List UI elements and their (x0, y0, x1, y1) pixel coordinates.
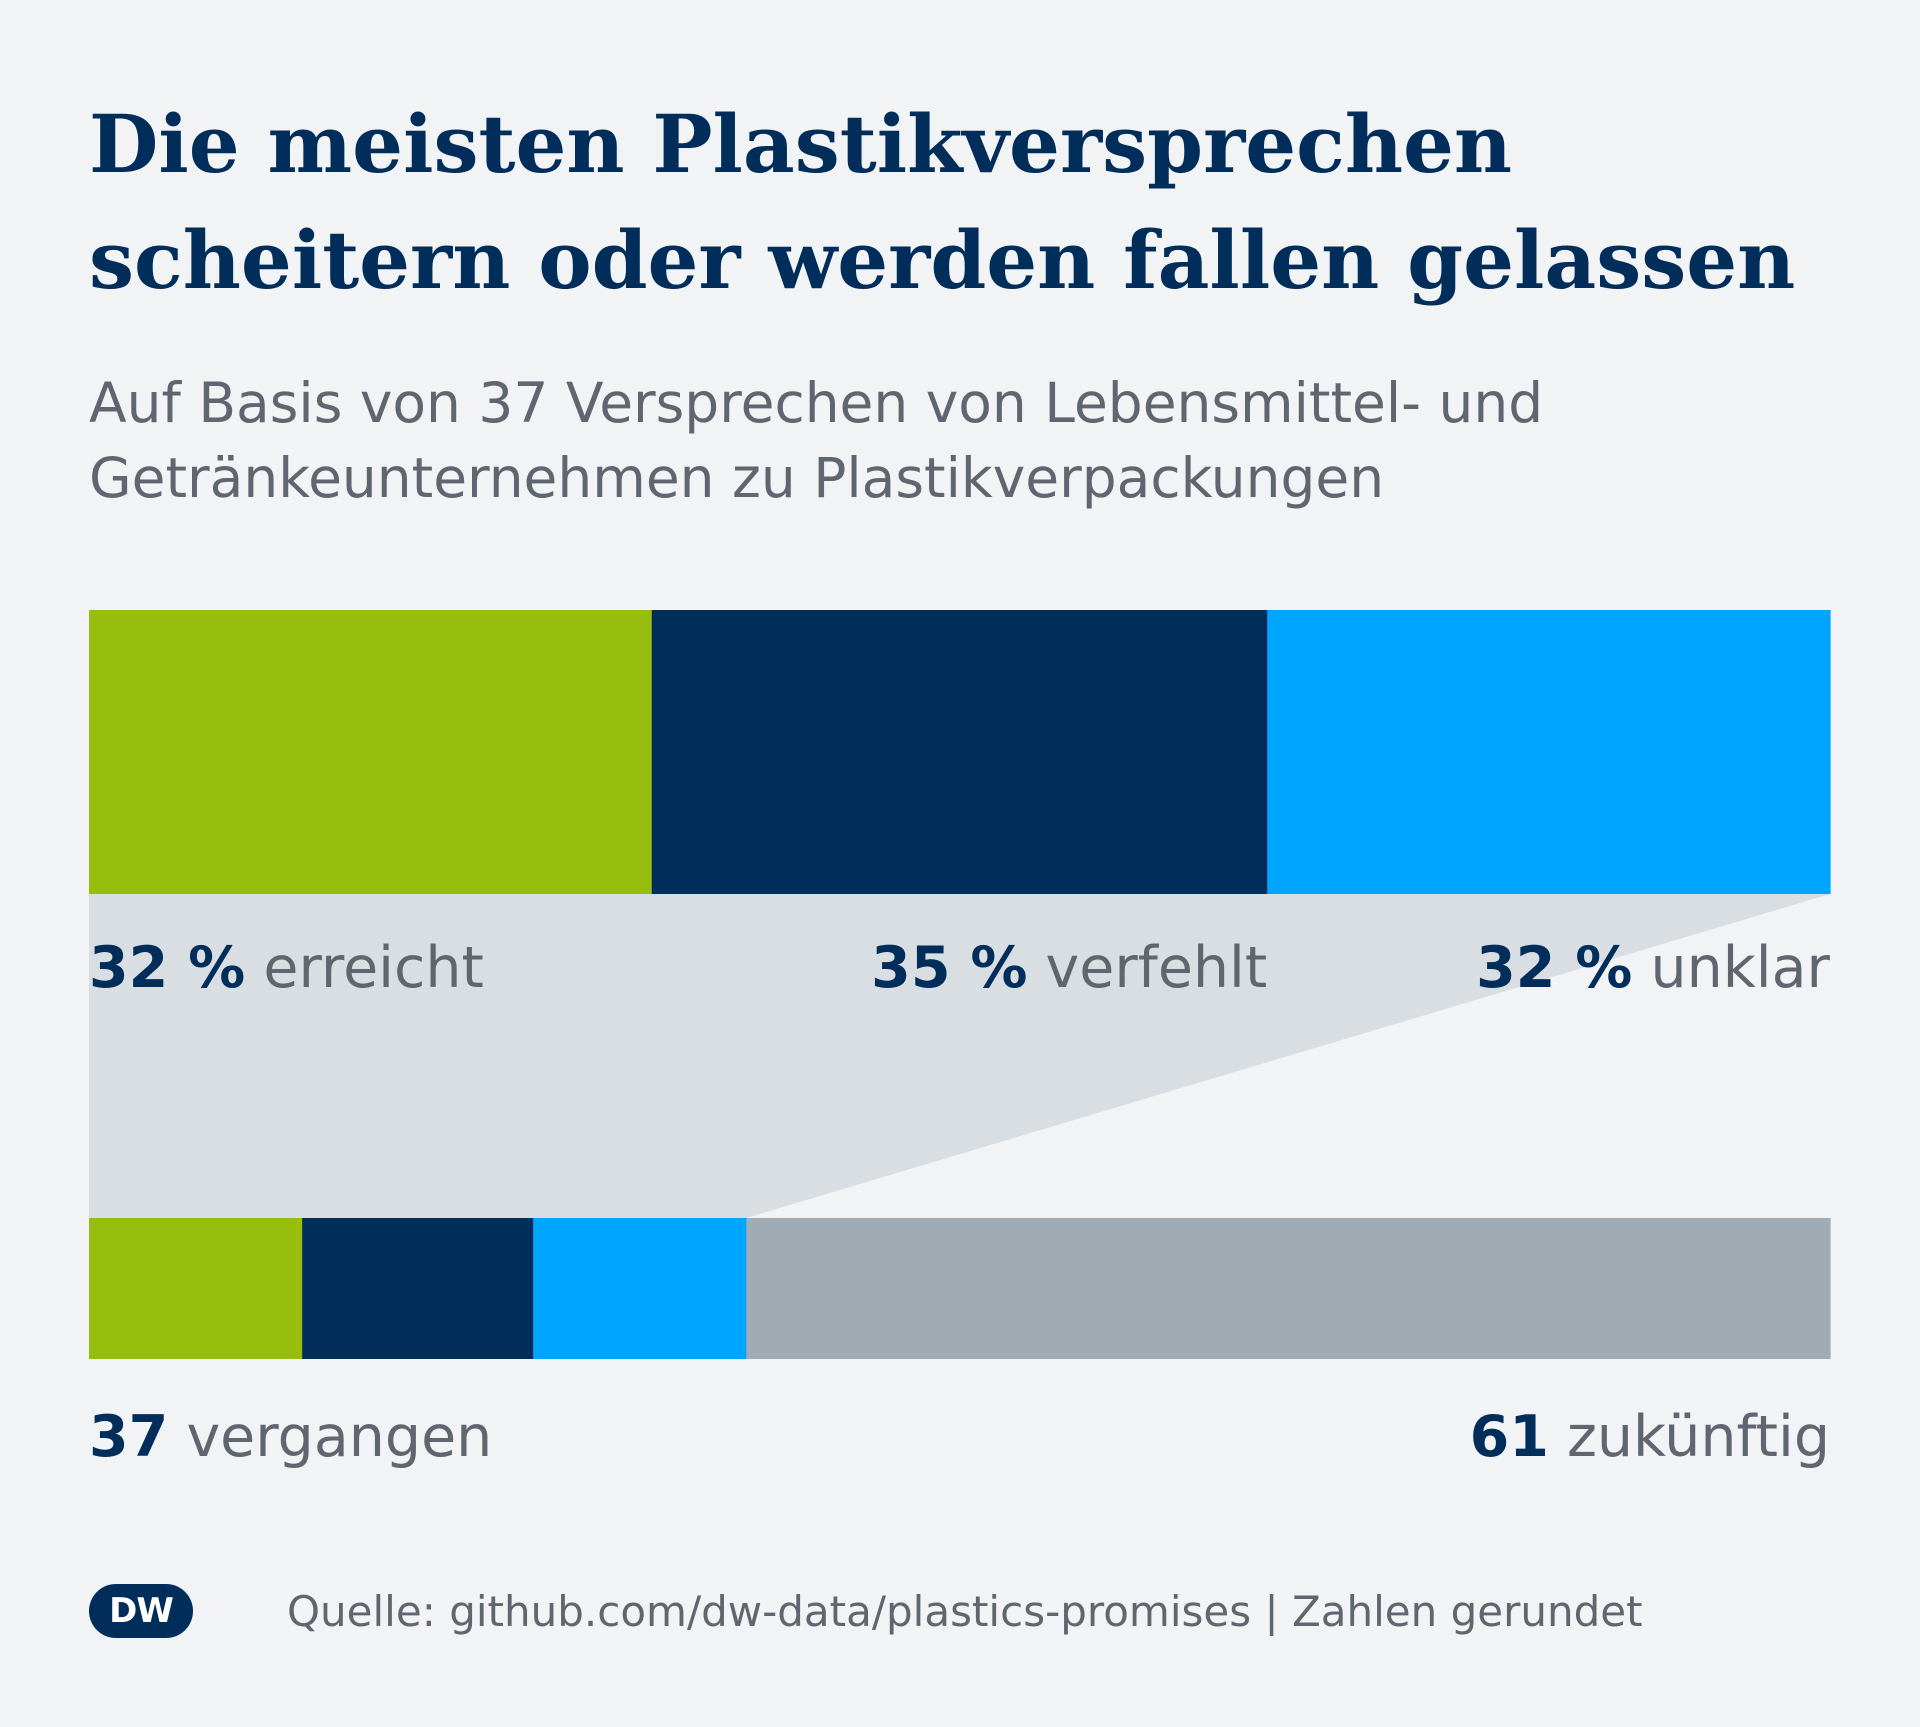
bottom-bar-segment-erreicht (89, 1218, 303, 1359)
chart-title-line-2: scheitern oder werden fallen gelassen (89, 213, 1796, 307)
bar-labels: 32 % erreicht 35 % verfehlt 32 % unklar 37 … (89, 935, 1831, 1470)
connector-band (89, 894, 1830, 1218)
top-stacked-bar (89, 610, 1831, 894)
chart-title-line-1: Die meisten Plastikversprechen (89, 97, 1513, 191)
source-note: Quelle: github.com/dw-data/plastics-prom… (287, 1586, 1643, 1636)
top-label-erreicht: 32 % erreicht (89, 935, 484, 1001)
chart-subtitle-line-2: Getränkeunternehmen zu Plastikverpackung… (89, 446, 1385, 510)
chart-subtitle-line-1: Auf Basis von 37 Versprechen von Lebensm… (89, 371, 1544, 435)
bottom-label-1: 61 zukünftig (1470, 1404, 1830, 1470)
top-label-unklar: 32 % unklar (1476, 935, 1830, 1001)
top-bar-segment-unklar (1267, 610, 1831, 894)
top-label-verfehlt: 35 % verfehlt (871, 935, 1267, 1001)
bottom-bar-segment-zukuenftig (746, 1218, 1831, 1359)
dw-logo: DW (89, 1584, 193, 1638)
chart-title: Die meisten Plastikversprechen scheitern… (89, 86, 1849, 318)
top-bar-segment-verfehlt (651, 610, 1268, 894)
top-bar-segment-erreicht (89, 610, 653, 894)
bottom-label-0: 37 vergangen (89, 1404, 492, 1470)
chart-subtitle: Auf Basis von 37 Versprechen von Lebensm… (89, 366, 1849, 516)
bottom-bar-segment-unklar (533, 1218, 747, 1359)
bottom-bar-segment-verfehlt (302, 1218, 534, 1359)
footer: DW Quelle: github.com/dw-data/plastics-p… (89, 1583, 1643, 1639)
bottom-stacked-bar (89, 1218, 1831, 1359)
